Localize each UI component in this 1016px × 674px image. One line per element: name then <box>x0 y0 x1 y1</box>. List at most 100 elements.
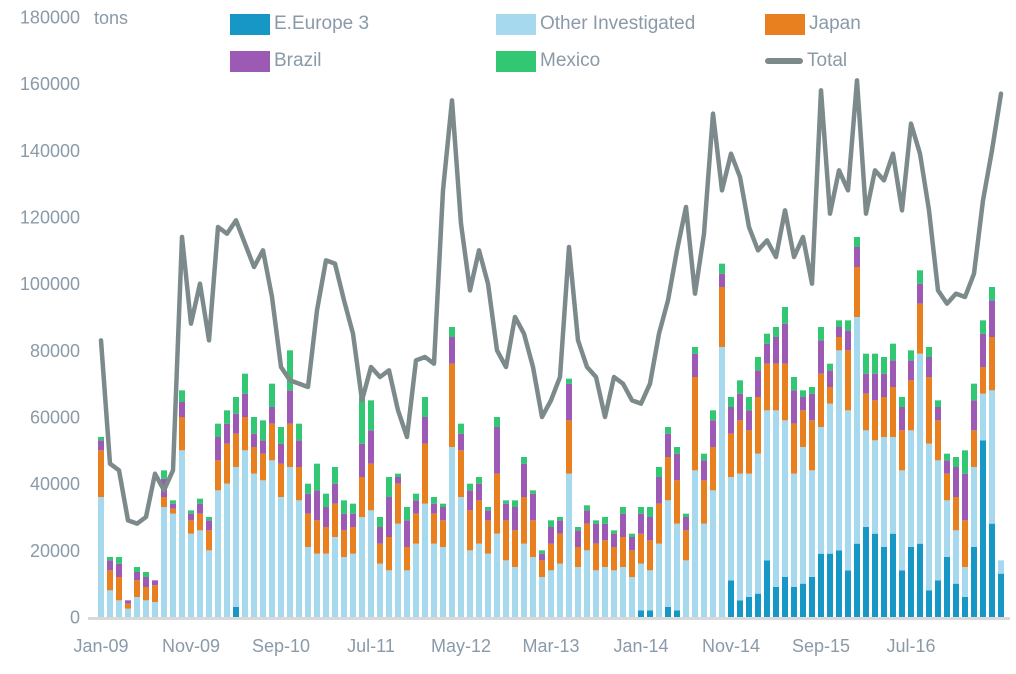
x-tick-label: Jan-09 <box>73 636 128 656</box>
bar-segment <box>944 460 950 474</box>
bar-segment <box>188 510 194 514</box>
bar-segment <box>98 450 104 497</box>
bar-segment <box>422 397 428 417</box>
bar-segment <box>764 560 770 617</box>
bar-segment <box>872 533 878 617</box>
bar-segment <box>746 597 752 617</box>
bar-segment <box>890 360 896 387</box>
bar-segment <box>611 570 617 617</box>
bar-segment <box>575 527 581 531</box>
bar-segment <box>908 547 914 617</box>
bar-segment <box>251 433 257 447</box>
bar-segment <box>755 357 761 371</box>
bar-segment <box>530 520 536 557</box>
bar-segment <box>899 470 905 571</box>
bar-segment <box>386 477 392 497</box>
bar-segment <box>665 433 671 457</box>
bar-segment <box>791 377 797 391</box>
bar-segment <box>350 527 356 554</box>
bar-segment <box>935 580 941 617</box>
legend-label: Other Investigated <box>540 13 696 34</box>
bar-segment <box>503 503 509 521</box>
bar-segment <box>584 510 590 524</box>
bar-segment <box>458 497 464 617</box>
bar-segment <box>827 370 833 387</box>
bar-segment <box>242 373 248 394</box>
bar-segment <box>350 553 356 617</box>
legend-label: Brazil <box>274 50 322 71</box>
bar-segment <box>323 493 329 507</box>
bar-segment <box>485 553 491 617</box>
bar-segment <box>98 440 104 451</box>
bar-segment <box>809 393 815 421</box>
bar-segment <box>404 507 410 521</box>
bar-segment <box>953 457 959 467</box>
bar-segment <box>242 417 248 451</box>
bar-segment <box>251 447 257 474</box>
bar-segment <box>692 347 698 354</box>
bar-segment <box>827 387 833 404</box>
bar-segment <box>476 500 482 544</box>
bar-segment <box>971 467 977 547</box>
bar-segment <box>638 610 644 617</box>
legend-item-japan: Japan <box>765 13 861 35</box>
bar-segment <box>359 397 365 444</box>
bar-segment <box>269 383 275 407</box>
bar-segment <box>890 387 896 437</box>
bar-segment <box>539 553 545 561</box>
bar-segment <box>224 443 230 484</box>
bar-segment <box>143 600 149 617</box>
bar-segment <box>872 400 878 441</box>
bar-segment <box>863 527 869 617</box>
bar-segment <box>404 570 410 617</box>
bar-segment <box>332 467 338 484</box>
bar-segment <box>917 270 923 284</box>
bar-segment <box>233 467 239 607</box>
bar-segment <box>710 447 716 491</box>
bar-segment <box>665 607 671 617</box>
bar-segment <box>971 547 977 617</box>
bar-segment <box>395 523 401 617</box>
bar-segment <box>314 490 320 521</box>
bar-segment <box>782 323 788 364</box>
bar-segment <box>431 513 437 544</box>
bar-segment <box>989 523 995 617</box>
bar-segment <box>809 387 815 394</box>
bar-segment <box>845 410 851 571</box>
bar-segment <box>107 570 113 591</box>
bar-segment <box>566 383 572 421</box>
bar-segment <box>170 508 176 514</box>
bar-segment <box>215 490 221 617</box>
x-tick-label: May-12 <box>431 636 491 656</box>
bar-segment <box>269 460 275 617</box>
bar-segment <box>278 443 284 464</box>
bar-segment <box>836 327 842 337</box>
bar-segment <box>206 550 212 617</box>
bar-segment <box>449 327 455 337</box>
bar-segment <box>458 423 464 434</box>
bar-segment <box>620 567 626 617</box>
bar-segment <box>917 353 923 544</box>
bar-segment <box>179 417 185 451</box>
bar-segment <box>296 500 302 617</box>
bar-segment <box>539 550 545 554</box>
bar-segment <box>620 507 626 514</box>
bar-segment <box>305 483 311 494</box>
bar-segment <box>260 453 266 481</box>
bar-segment <box>881 373 887 397</box>
bar-segment <box>440 503 446 507</box>
bar-segment <box>413 500 419 514</box>
x-tick-label: Sep-15 <box>792 636 850 656</box>
bar-segment <box>980 333 986 367</box>
bar-segment <box>800 397 806 411</box>
bar-segment <box>908 380 914 431</box>
bar-segment <box>863 353 869 374</box>
bar-segment <box>764 343 770 364</box>
bar-segment <box>791 390 797 424</box>
y-tick-label: 140000 <box>20 141 80 161</box>
bar-segment <box>719 347 725 617</box>
bar-segment <box>170 503 176 509</box>
bar-segment <box>593 570 599 617</box>
bar-segment <box>206 517 212 521</box>
bar-segment <box>647 570 653 611</box>
